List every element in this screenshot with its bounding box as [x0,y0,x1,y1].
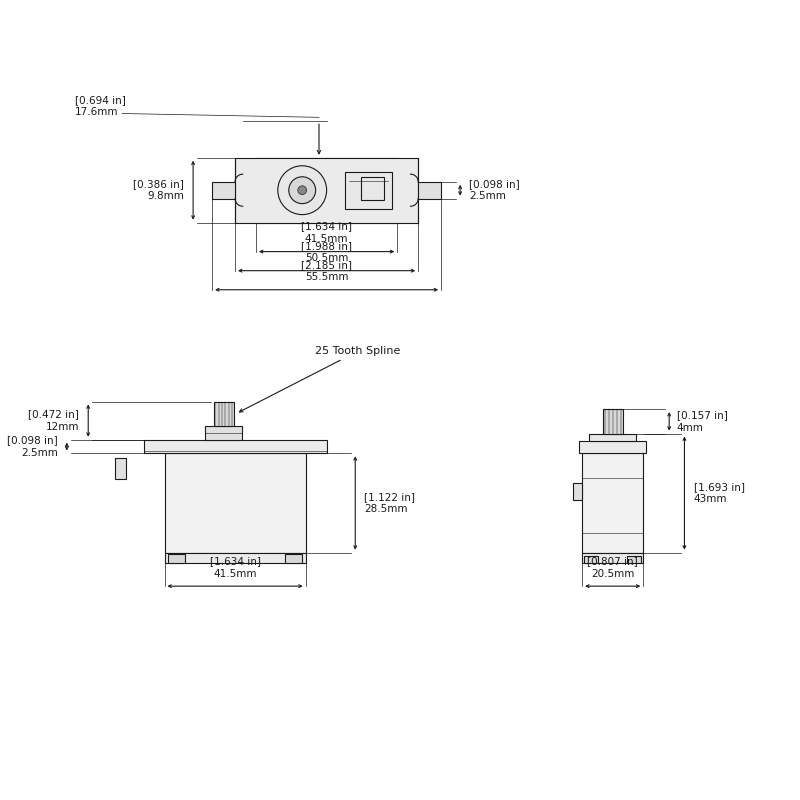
Bar [603,409,622,434]
Bar [235,158,418,222]
Text: [0.694 in]
17.6mm: [0.694 in] 17.6mm [75,95,126,118]
Text: [0.472 in]
12mm: [0.472 in] 12mm [28,410,79,432]
Text: [0.098 in]
2.5mm: [0.098 in] 2.5mm [7,435,58,458]
Bar [589,434,636,441]
Bar [418,182,441,198]
Text: [0.157 in]
4mm: [0.157 in] 4mm [677,410,728,433]
Bar [115,458,126,479]
Bar [361,178,384,200]
Bar [206,426,242,440]
Bar [582,454,643,553]
Bar [582,553,643,563]
Text: [0.098 in]
2.5mm: [0.098 in] 2.5mm [470,179,520,202]
Text: [0.807 in]
20.5mm: [0.807 in] 20.5mm [587,556,638,578]
Text: [1.693 in]
43mm: [1.693 in] 43mm [694,482,745,504]
Text: [2.185 in]
55.5mm: [2.185 in] 55.5mm [301,260,352,282]
Text: 25 Tooth Spline: 25 Tooth Spline [239,346,401,412]
Bar [573,483,582,500]
Bar [168,554,185,563]
Bar [345,172,392,209]
Bar [143,440,326,454]
Bar [212,182,235,198]
Bar [165,454,306,553]
Text: [1.988 in]
50.5mm: [1.988 in] 50.5mm [301,241,352,263]
Bar [165,553,306,563]
Bar [627,556,641,563]
Text: [1.634 in]
41.5mm: [1.634 in] 41.5mm [301,222,352,244]
Circle shape [289,177,316,204]
Bar [285,554,302,563]
Bar [256,158,397,222]
Text: [0.386 in]
9.8mm: [0.386 in] 9.8mm [133,179,184,202]
Bar [579,441,646,454]
Bar [214,402,234,426]
Text: [1.634 in]
41.5mm: [1.634 in] 41.5mm [210,556,261,578]
Circle shape [278,166,326,214]
Circle shape [298,186,306,194]
Bar [585,556,598,563]
Text: [1.122 in]
28.5mm: [1.122 in] 28.5mm [364,492,415,514]
